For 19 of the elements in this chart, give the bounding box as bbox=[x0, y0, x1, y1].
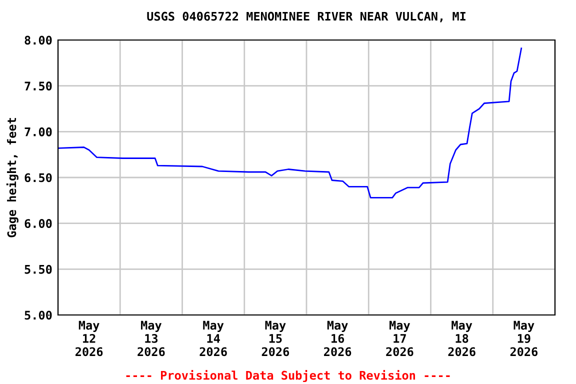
x-tick-label: May 19 2026 bbox=[510, 320, 538, 356]
x-tick-label: May 18 2026 bbox=[448, 320, 476, 356]
y-tick-label: 7.50 bbox=[24, 82, 52, 90]
x-tick-label: May 15 2026 bbox=[262, 320, 290, 356]
y-tick-label: 7.00 bbox=[24, 127, 52, 136]
line-series bbox=[58, 48, 522, 198]
x-tick-label: May 13 2026 bbox=[138, 320, 165, 356]
x-tick-label: May 16 2026 bbox=[324, 320, 352, 356]
y-tick-label: 5.00 bbox=[24, 310, 52, 320]
chart-title: USGS 04065722 MENOMINEE RIVER NEAR VULCAN, MI bbox=[147, 12, 466, 22]
y-tick-label: 6.00 bbox=[24, 219, 52, 228]
x-tick-label: May 14 2026 bbox=[200, 320, 227, 356]
y-tick-label: 8.00 bbox=[24, 36, 52, 45]
x-tick-label: May 12 2026 bbox=[76, 320, 103, 356]
y-axis-title: Gage height, feet bbox=[6, 118, 18, 238]
x-tick-label: May 17 2026 bbox=[386, 320, 414, 356]
y-tick-label: 5.50 bbox=[24, 264, 52, 274]
y-tick-label: 6.50 bbox=[24, 173, 52, 182]
text: ---- Provisional Data Subject to Revision ---- bbox=[126, 370, 450, 382]
